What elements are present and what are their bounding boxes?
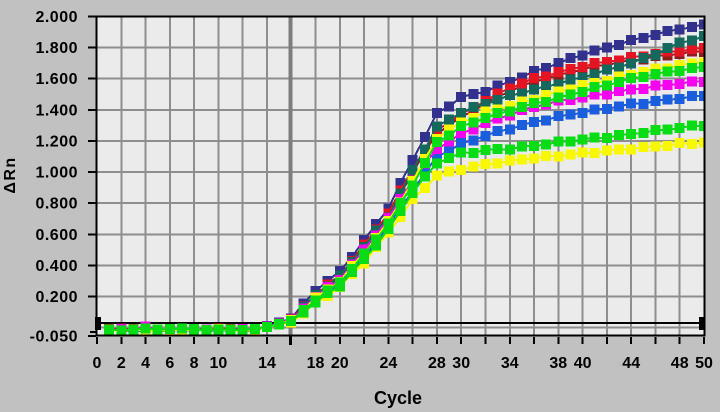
svg-text:1.600: 1.600 xyxy=(35,71,78,88)
svg-text:50: 50 xyxy=(695,355,713,372)
svg-text:0.400: 0.400 xyxy=(35,258,78,275)
svg-text:1.000: 1.000 xyxy=(35,165,78,182)
svg-text:0: 0 xyxy=(93,355,102,372)
svg-text:-0.050: -0.050 xyxy=(30,329,78,346)
svg-text:0.800: 0.800 xyxy=(35,196,78,213)
svg-text:1.800: 1.800 xyxy=(35,40,78,57)
svg-text:4: 4 xyxy=(141,355,150,372)
svg-text:38: 38 xyxy=(549,355,567,372)
svg-text:10: 10 xyxy=(210,355,228,372)
svg-text:6: 6 xyxy=(165,355,174,372)
svg-text:Cycle: Cycle xyxy=(374,388,422,408)
svg-text:ΔRn: ΔRn xyxy=(2,156,19,193)
svg-text:1.400: 1.400 xyxy=(35,102,78,119)
svg-text:34: 34 xyxy=(501,355,519,372)
svg-text:0.600: 0.600 xyxy=(35,227,78,244)
svg-text:0.200: 0.200 xyxy=(35,289,78,306)
svg-text:24: 24 xyxy=(380,355,398,372)
svg-text:20: 20 xyxy=(331,355,349,372)
svg-text:8: 8 xyxy=(190,355,199,372)
svg-text:30: 30 xyxy=(452,355,470,372)
svg-text:48: 48 xyxy=(671,355,689,372)
svg-text:2.000: 2.000 xyxy=(35,9,78,26)
svg-text:28: 28 xyxy=(428,355,446,372)
svg-text:2: 2 xyxy=(117,355,126,372)
svg-text:40: 40 xyxy=(574,355,592,372)
svg-text:44: 44 xyxy=(622,355,640,372)
svg-text:1.200: 1.200 xyxy=(35,134,78,151)
svg-text:18: 18 xyxy=(307,355,325,372)
svg-text:14: 14 xyxy=(258,355,276,372)
